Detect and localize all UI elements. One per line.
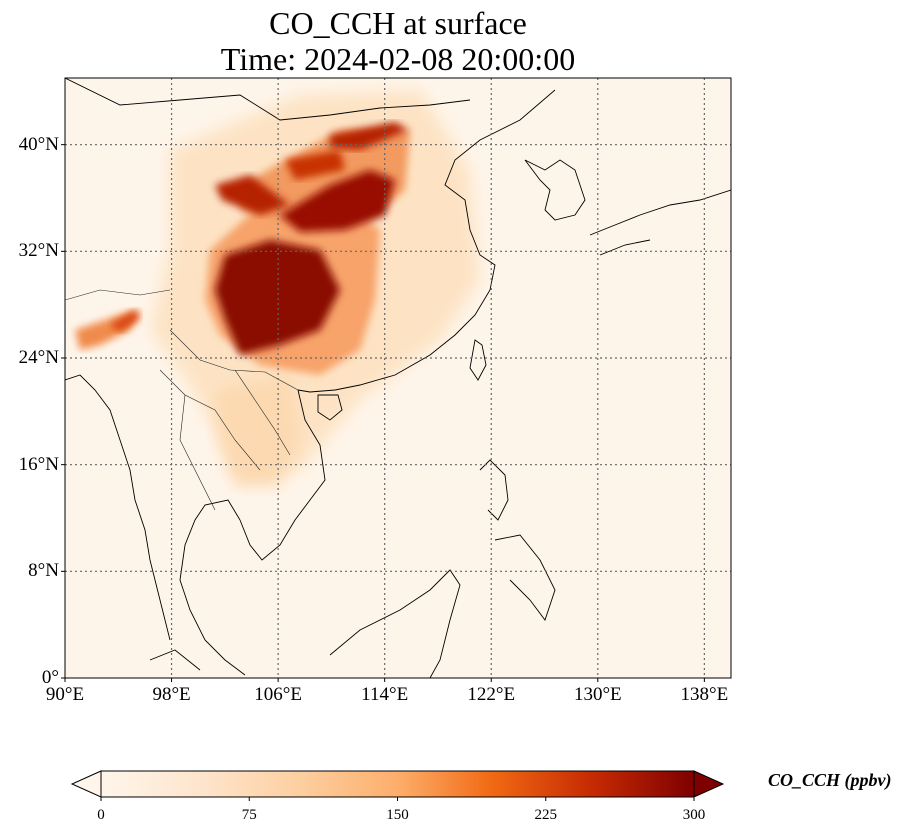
sumatra-tip — [149, 649, 201, 671]
borneo — [329, 569, 461, 678]
northern-border — [65, 78, 471, 121]
myanmar-coast — [65, 374, 171, 641]
map-frame — [64, 77, 732, 679]
country-borders — [65, 289, 299, 511]
concentration-field — [75, 90, 480, 485]
border-himalaya — [65, 289, 171, 301]
coastlines — [65, 78, 731, 678]
lat-tick-label: 24°N — [18, 347, 59, 368]
korea-peninsula — [524, 159, 586, 221]
indochina-coast — [239, 389, 326, 561]
plume-streak-2 — [285, 150, 345, 180]
colorbar-tick-label: 75 — [241, 807, 257, 823]
lon-tick-label: 98°E — [152, 684, 191, 705]
plume-streak-3 — [215, 175, 290, 215]
hainan — [317, 394, 343, 421]
colorbar-extend-high — [693, 770, 725, 798]
border-vietnam-laos — [234, 369, 291, 456]
lon-tick-label: 138°E — [680, 684, 729, 705]
gridlines — [65, 78, 731, 678]
border-china-sea — [169, 329, 299, 391]
lon-tick-label: 90°E — [45, 684, 85, 705]
colorbar-tick-label: 0 — [97, 807, 105, 823]
tickmarks — [61, 144, 705, 682]
lat-tick-label: 40°N — [18, 133, 59, 155]
plume-west-spot — [110, 310, 140, 332]
colorbar-tick-label: 225 — [534, 807, 558, 823]
plume-streak-1 — [330, 122, 408, 150]
lon-tick-label: 130°E — [573, 684, 622, 705]
taiwan — [469, 339, 487, 381]
philippines-luzon — [479, 459, 509, 521]
plume-indochina — [215, 375, 300, 485]
japan-shikoku — [599, 239, 651, 256]
colorbar-label: CO_CCH (ppbv) — [768, 770, 892, 790]
colorbar-tick-label: 150 — [386, 807, 409, 823]
colorbar-tickmarks — [100, 797, 695, 801]
lon-tick-label: 106°E — [254, 684, 302, 705]
china-east-coast — [297, 89, 556, 393]
lat-tick-label: 16°N — [18, 453, 59, 475]
colorbar — [70, 770, 725, 801]
colorbar-extend-low — [70, 770, 102, 798]
border-indochina — [159, 369, 261, 471]
lat-tick-label: 8°N — [28, 560, 59, 582]
border-thailand — [179, 394, 216, 511]
lon-tick-label: 122°E — [467, 684, 516, 705]
gulf-of-thailand — [179, 499, 246, 676]
map-time-subtitle: Time: 2024-02-08 20:00:00 — [220, 41, 576, 77]
lat-tick-label: 0° — [41, 667, 59, 688]
colorbar-tick-label: 300 — [682, 807, 706, 823]
lon-tick-label: 114°E — [361, 684, 409, 705]
philippines-south — [494, 534, 556, 621]
lat-tick-label: 32°N — [18, 240, 59, 262]
colorbar-body — [101, 771, 694, 797]
plume-core-south — [215, 240, 340, 355]
plume-core-north — [280, 170, 395, 232]
japan-kyushu-honshu — [589, 189, 731, 236]
map-title: CO_CCH at surface — [269, 5, 527, 41]
